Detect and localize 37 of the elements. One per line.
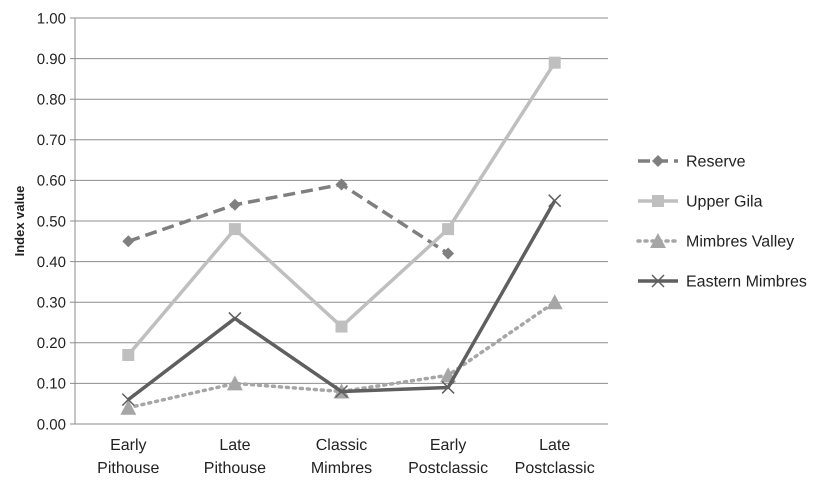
- point: [546, 294, 563, 310]
- y-tick-label: 0.50: [36, 213, 66, 230]
- y-tick-label: 0.10: [36, 376, 66, 393]
- y-tick-label: 0.60: [36, 172, 66, 190]
- legend-label: Mimbres Valley: [686, 234, 794, 251]
- point: [226, 375, 243, 390]
- point: [442, 247, 454, 260]
- x-tick-label: Late Pithouse: [204, 437, 266, 477]
- y-tick-label: 0.30: [36, 294, 66, 312]
- y-tick-label: 0.20: [36, 335, 66, 352]
- x-tick-label: Late Postclassic: [514, 437, 595, 477]
- legend-label: Upper Gila: [686, 194, 763, 211]
- legend-label: Eastern Mimbres: [686, 274, 807, 291]
- point: [441, 380, 455, 394]
- point: [122, 348, 134, 361]
- point: [228, 198, 241, 211]
- y-tick-label: 0.80: [36, 91, 66, 108]
- x-tick-label: Classic Mimbres: [310, 437, 372, 477]
- x-tick-label: Early Postclassic: [408, 437, 488, 477]
- y-tick-label: 0.90: [36, 50, 66, 68]
- y-axis-title: Index value: [12, 186, 27, 256]
- point: [122, 235, 134, 248]
- y-tick-label: 0.40: [36, 254, 66, 271]
- y-tick-label: 0.70: [36, 132, 66, 150]
- point: [122, 392, 136, 406]
- y-tick-label: 1.00: [36, 10, 66, 28]
- point: [120, 400, 136, 415]
- point: [336, 178, 348, 190]
- x-tick-label: Early Pithouse: [97, 437, 160, 477]
- point: [548, 194, 562, 208]
- point: [228, 223, 241, 236]
- point: [442, 223, 454, 236]
- point: [228, 312, 242, 326]
- y-tick-label: 0.00: [36, 416, 66, 434]
- point: [336, 320, 348, 333]
- legend-label: Reserve: [686, 154, 746, 171]
- point: [548, 56, 561, 69]
